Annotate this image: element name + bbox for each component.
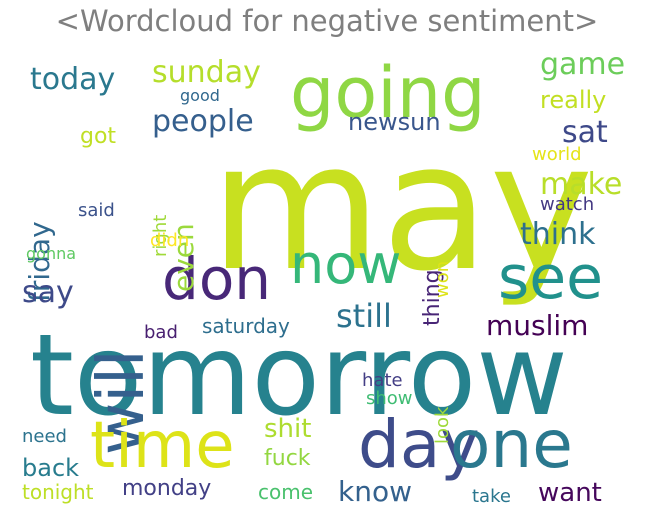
word-watch: watch: [540, 194, 595, 215]
word-still: still: [336, 297, 392, 335]
word-sat: sat: [562, 115, 608, 150]
word-look: look: [432, 406, 453, 444]
word-may: may: [210, 105, 594, 310]
word-show: show: [366, 388, 413, 409]
word-come: come: [258, 480, 314, 504]
wordcloud-title: <Wordcloud for negative sentiment>: [55, 4, 599, 38]
word-game: game: [540, 50, 626, 82]
word-tomorrow: tomorrow: [30, 311, 568, 441]
word-said: said: [78, 200, 115, 221]
word-take: take: [472, 486, 511, 507]
word-sunday: sunday: [152, 55, 261, 90]
word-newsun: newsun: [348, 108, 441, 136]
word-need: need: [22, 426, 67, 447]
word-muslim: muslim: [486, 309, 589, 342]
word-gonna: gonna: [26, 244, 77, 263]
word-one: one: [450, 406, 573, 483]
word-don: don: [162, 245, 272, 313]
word-good: good: [180, 86, 220, 105]
word-make: make: [540, 167, 623, 202]
word-world: world: [532, 144, 582, 165]
word-time: time: [90, 409, 235, 483]
word-really: really: [540, 86, 607, 114]
word-say: say: [22, 275, 74, 310]
word-see: see: [498, 243, 604, 313]
word-day: day: [358, 406, 480, 483]
word-tonight: tonight: [22, 480, 94, 504]
word-fuck: fuck: [264, 446, 311, 471]
word-people: people: [152, 104, 254, 139]
word-won: won: [432, 260, 453, 298]
word-bad: bad: [144, 322, 178, 343]
word-didn: didn: [150, 230, 190, 251]
word-going: going: [290, 52, 486, 134]
word-monday: monday: [122, 476, 212, 501]
word-today: today: [30, 62, 116, 97]
word-know: know: [338, 475, 412, 508]
word-think: think: [520, 217, 596, 252]
word-saturday: saturday: [202, 314, 290, 338]
word-got: got: [80, 124, 117, 149]
word-want: want: [538, 478, 602, 508]
word-now: now: [290, 233, 402, 296]
word-back: back: [22, 454, 80, 482]
wordcloud: may tomorrow going will time day one now see don t…: [20, 50, 640, 510]
word-shit: shit: [264, 414, 312, 444]
word-hate: hate: [362, 370, 403, 391]
